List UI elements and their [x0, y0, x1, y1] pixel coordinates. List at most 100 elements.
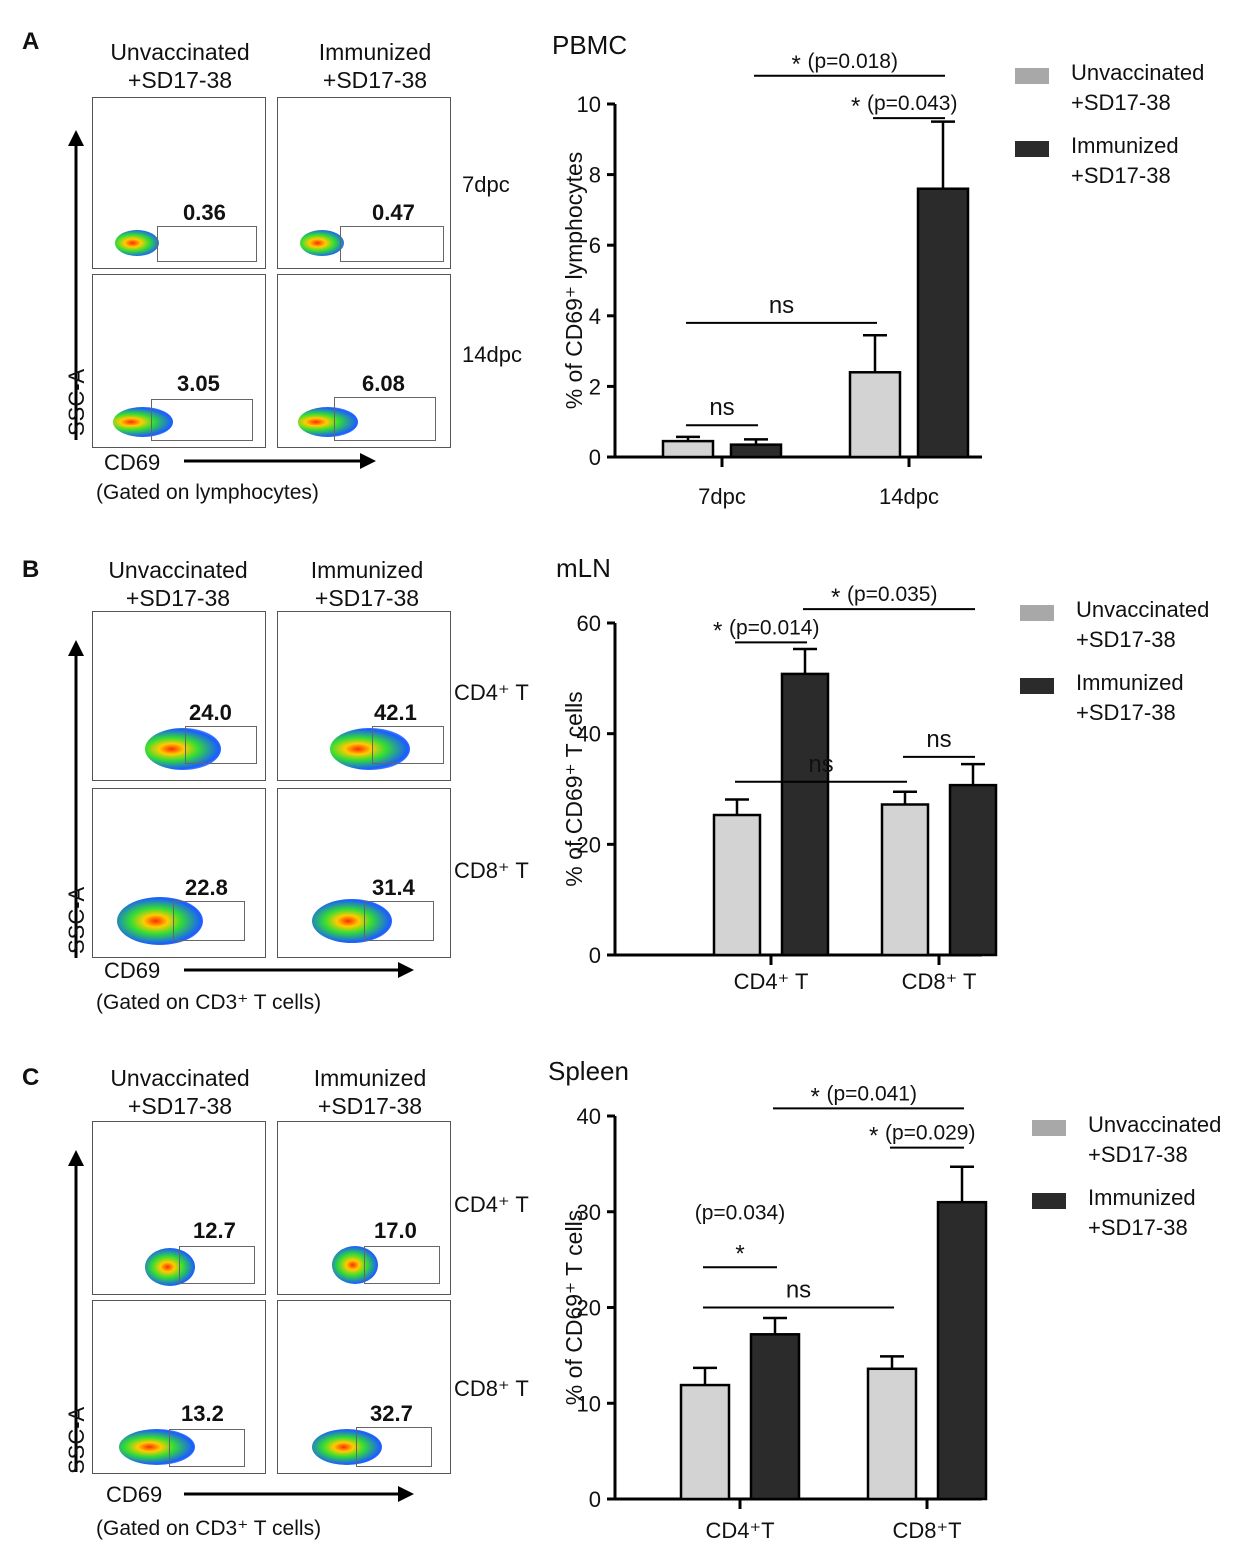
significance-label: ns — [926, 726, 951, 753]
legend-swatch — [1032, 1120, 1066, 1136]
gate-box — [340, 226, 444, 262]
significance-label: ns — [808, 751, 833, 778]
x-axis-label: CD69 — [104, 450, 161, 475]
legend-label: +SD17-38 — [1071, 90, 1171, 115]
bar — [661, 439, 715, 459]
cell-population — [119, 1429, 195, 1465]
gate-box — [169, 1429, 245, 1467]
col-header-line2: +SD17-38 — [127, 1093, 233, 1119]
significance-label: (p=0.034) — [695, 1201, 785, 1224]
gate-box — [334, 397, 436, 441]
legend-label: +SD17-38 — [1076, 700, 1176, 725]
gate-value: 24.0 — [189, 700, 232, 725]
bar — [936, 1200, 988, 1501]
legend-swatch — [1020, 605, 1054, 621]
legend-swatch — [1032, 1193, 1066, 1209]
y-axis-label: SSC-A — [64, 368, 89, 436]
cell-population — [312, 1429, 382, 1465]
gate-box — [173, 901, 245, 941]
gate-box — [157, 226, 257, 262]
y-tick-label: 0 — [589, 1487, 601, 1512]
y-axis-label: SSC-A — [64, 886, 89, 954]
gate-value: 42.1 — [374, 700, 417, 725]
y-axis-label: % of CD69⁺ T cells — [561, 1210, 587, 1405]
gating-note: (Gated on CD3⁺ T cells) — [96, 1517, 322, 1540]
x-tick-label: 14dpc — [879, 484, 939, 509]
y-tick-label: 40 — [577, 722, 601, 747]
legend-label: Unvaccinated — [1076, 597, 1209, 622]
significance-label: (p=0.029) — [885, 1122, 975, 1145]
significance-label: (p=0.043) — [867, 92, 957, 115]
chart-title: mLN — [556, 553, 611, 583]
significance-star: * — [811, 1083, 820, 1110]
row-label: 14dpc — [462, 342, 522, 367]
legend-label: +SD17-38 — [1088, 1215, 1188, 1240]
x-axis-label: CD69 — [106, 1482, 163, 1507]
y-tick-label: 60 — [577, 611, 601, 636]
panel-letter-a: A — [22, 28, 40, 55]
gate-value: 6.08 — [362, 371, 405, 396]
y-axis-arrow — [68, 130, 84, 440]
row-label: 7dpc — [462, 172, 510, 197]
col-header-line2: +SD17-38 — [127, 67, 233, 93]
flow-plot: 32.7 — [277, 1300, 451, 1474]
x-axis-arrow — [184, 962, 414, 978]
significance-label: (p=0.018) — [808, 50, 898, 73]
flow-plot: 31.4 — [277, 788, 451, 958]
bar — [916, 187, 970, 459]
gate-value: 0.47 — [372, 200, 415, 225]
y-tick-label: 10 — [577, 1391, 601, 1416]
col-header-line1: Unvaccinated — [110, 39, 250, 65]
col-header-line2: +SD17-38 — [125, 585, 231, 611]
panel-letter-c: C — [22, 1064, 40, 1091]
y-tick-label: 20 — [577, 832, 601, 857]
significance-star: * — [851, 93, 860, 120]
cell-population — [332, 1246, 378, 1284]
gate-value: 31.4 — [372, 875, 415, 900]
bar — [729, 443, 783, 459]
y-axis-label: % of CD69⁺ lymphocytes — [561, 152, 587, 410]
gate-box — [364, 1246, 440, 1284]
flow-plot: 12.7 — [92, 1121, 266, 1295]
col-header-line1: Immunized — [313, 1065, 427, 1091]
flow-plot: 22.8 — [92, 788, 266, 958]
col-header-immunized: Immunized +SD17-38 — [280, 1064, 460, 1120]
y-tick-label: 6 — [589, 233, 601, 258]
significance-star: * — [792, 51, 801, 78]
chart-title: Spleen — [548, 1056, 629, 1086]
col-header-line1: Immunized — [318, 39, 432, 65]
y-tick-label: 2 — [589, 374, 601, 399]
x-axis-arrow — [184, 453, 376, 469]
cell-population — [113, 407, 173, 437]
bar — [866, 1367, 918, 1501]
y-tick-label: 40 — [577, 1104, 601, 1129]
gating-note: (Gated on lymphocytes) — [96, 481, 319, 504]
bar — [880, 803, 930, 957]
x-axis-label: CD69 — [104, 958, 161, 983]
bar-chart-pbmc: PBMC 0 2 4 6 8 10 % of CD69⁺ lymphocytes 7dpc 14d… — [552, 30, 1204, 509]
gate-box — [356, 1427, 432, 1467]
gate-value: 17.0 — [374, 1218, 417, 1243]
y-axis-label: % of CD69⁺ T cells — [561, 691, 587, 886]
significance-label: (p=0.035) — [847, 583, 937, 606]
significance-star: * — [869, 1123, 878, 1150]
y-axis-arrow — [68, 640, 84, 958]
bar-chart-spleen: Spleen 0 10 20 30 40 % of CD69⁺ T cells CD4⁺T CD… — [548, 1056, 1221, 1543]
panel-letter-b: B — [22, 556, 40, 583]
row-label: CD4⁺ T — [454, 680, 529, 705]
x-tick-label: CD8⁺T — [892, 1518, 961, 1543]
significance-star: * — [831, 584, 840, 611]
legend-swatch — [1015, 68, 1049, 84]
y-tick-label: 4 — [589, 304, 601, 329]
y-tick-label: 0 — [589, 445, 601, 470]
bar — [749, 1333, 801, 1501]
x-tick-label: CD4⁺ T — [734, 969, 809, 994]
col-header-immunized: Immunized +SD17-38 — [285, 38, 465, 94]
col-header-line2: +SD17-38 — [317, 1093, 423, 1119]
row-label: CD8⁺ T — [454, 858, 529, 883]
col-header-line1: Unvaccinated — [110, 1065, 250, 1091]
bar — [712, 813, 762, 957]
significance-star: * — [713, 617, 722, 644]
gate-value: 13.2 — [181, 1401, 224, 1426]
gate-value: 12.7 — [193, 1218, 236, 1243]
